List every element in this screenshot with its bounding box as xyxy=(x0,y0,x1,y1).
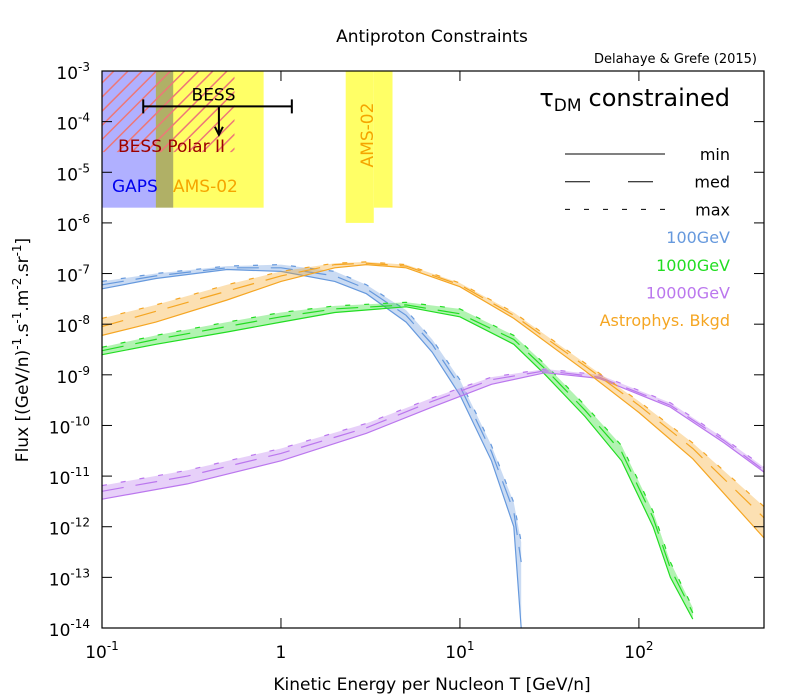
annotation: τDM constrained xyxy=(539,84,730,116)
x-tick-label: 101 xyxy=(445,639,474,663)
band xyxy=(102,261,764,538)
y-label-sup: -1 xyxy=(10,312,24,324)
annotation-symbol: τ xyxy=(539,84,553,112)
region-label: AMS-02 xyxy=(358,103,378,168)
y-tick-label: 10-11 xyxy=(49,465,90,489)
x-tick-label: 102 xyxy=(624,639,653,663)
x-tick-label: 10-1 xyxy=(85,639,119,663)
curve-max xyxy=(102,301,694,609)
bess-arrow-head xyxy=(214,126,224,138)
chart-title: Antiproton Constraints xyxy=(336,27,528,47)
band xyxy=(102,369,764,500)
y-tick-label: 10-14 xyxy=(49,617,90,641)
regions xyxy=(102,71,393,223)
region xyxy=(345,71,374,223)
curve-max xyxy=(102,263,522,543)
y-label-sup: -2 xyxy=(10,278,24,290)
credit: Delahaye & Grefe (2015) xyxy=(594,52,757,67)
tick-base: 10 xyxy=(49,418,71,438)
annotation-text: constrained xyxy=(589,84,730,112)
y-tick-label: 10-4 xyxy=(56,111,90,135)
tick-exp: -10 xyxy=(70,414,90,428)
tick-base: 10 xyxy=(49,570,71,590)
y-tick-label: 10-7 xyxy=(56,263,90,287)
tick-base: 10 xyxy=(56,368,78,388)
tick-exp: -8 xyxy=(78,313,90,327)
legend-label: max xyxy=(695,200,730,219)
y-tick-label: 10-8 xyxy=(56,313,90,337)
curve-med xyxy=(102,370,764,492)
region xyxy=(102,71,235,153)
y-label-text: .m xyxy=(13,290,33,312)
tick-exp: -5 xyxy=(78,161,90,175)
tick-exp: 2 xyxy=(646,639,654,653)
y-tick-label: 10-5 xyxy=(56,161,90,185)
curve-min xyxy=(102,306,694,620)
y-label-text: ] xyxy=(13,238,33,245)
tick-base: 10 xyxy=(56,115,78,135)
y-axis-label: Flux [(GeV/n)-1.s-1.m-2.sr-1] xyxy=(10,238,33,462)
y-label-text: Flux [(GeV/n) xyxy=(13,350,33,462)
y-tick-label: 10-12 xyxy=(49,516,90,540)
tick-base: 10 xyxy=(49,520,71,540)
legend-label: med xyxy=(694,173,730,192)
tick-exp: 1 xyxy=(467,639,475,653)
tick-exp: -6 xyxy=(78,212,90,226)
y-tick-label: 10-6 xyxy=(56,212,90,236)
legend-label: 10000GeV xyxy=(646,284,730,303)
curves xyxy=(102,261,764,628)
tick-base: 10 xyxy=(445,643,467,663)
tick-exp: -12 xyxy=(70,516,90,530)
tick-exp: -14 xyxy=(70,617,90,631)
x-tick-label: 1 xyxy=(276,643,287,663)
y-label-text: .s xyxy=(13,323,33,337)
bess-label: BESS xyxy=(192,85,236,105)
tick-base: 10 xyxy=(624,643,646,663)
plot-frame xyxy=(101,70,765,629)
tick-base: 10 xyxy=(56,317,78,337)
legend-label: min xyxy=(700,145,730,164)
y-tick-label: 10-13 xyxy=(49,566,90,590)
tick-exp: -7 xyxy=(78,263,90,277)
tick-exp: -1 xyxy=(107,639,119,653)
tick-base: 10 xyxy=(85,643,107,663)
tick-base: 10 xyxy=(49,621,71,641)
region-label: AMS-02 xyxy=(173,177,238,197)
legend-label: Astrophys. Bkgd xyxy=(600,311,730,330)
tick-base: 10 xyxy=(49,469,71,489)
tick-exp: -3 xyxy=(78,60,90,74)
tick-base: 10 xyxy=(56,165,78,185)
band xyxy=(102,302,693,620)
curve-med xyxy=(102,262,764,519)
y-label-sup: -1 xyxy=(10,338,24,350)
y-label-text: .sr xyxy=(13,256,33,277)
legend-label: 100GeV xyxy=(666,228,730,247)
tick-exp: -13 xyxy=(70,566,90,580)
tick-base: 10 xyxy=(56,216,78,236)
tick-exp: -11 xyxy=(70,465,90,479)
curve-max xyxy=(102,368,764,487)
x-axis-label: Kinetic Energy per Nucleon T [GeV/n] xyxy=(273,675,590,695)
region-label: GAPS xyxy=(112,177,158,197)
tick-base: 10 xyxy=(56,64,78,84)
legend-label: 1000GeV xyxy=(656,256,730,275)
y-tick-label: 10-10 xyxy=(49,414,90,438)
curve-min xyxy=(102,263,764,539)
y-tick-label: 10-9 xyxy=(56,364,90,388)
y-tick-label: 10-3 xyxy=(56,60,90,84)
y-label-sup: -1 xyxy=(10,244,24,256)
tick-exp: -9 xyxy=(78,364,90,378)
curve-med xyxy=(102,267,522,563)
region-label: BESS Polar II xyxy=(118,137,225,157)
tick-base: 10 xyxy=(56,267,78,287)
tick-exp: -4 xyxy=(78,111,90,125)
annotation-sub: DM xyxy=(554,96,582,116)
curve-min xyxy=(102,372,764,500)
region xyxy=(373,71,393,208)
curve-med xyxy=(102,304,694,614)
